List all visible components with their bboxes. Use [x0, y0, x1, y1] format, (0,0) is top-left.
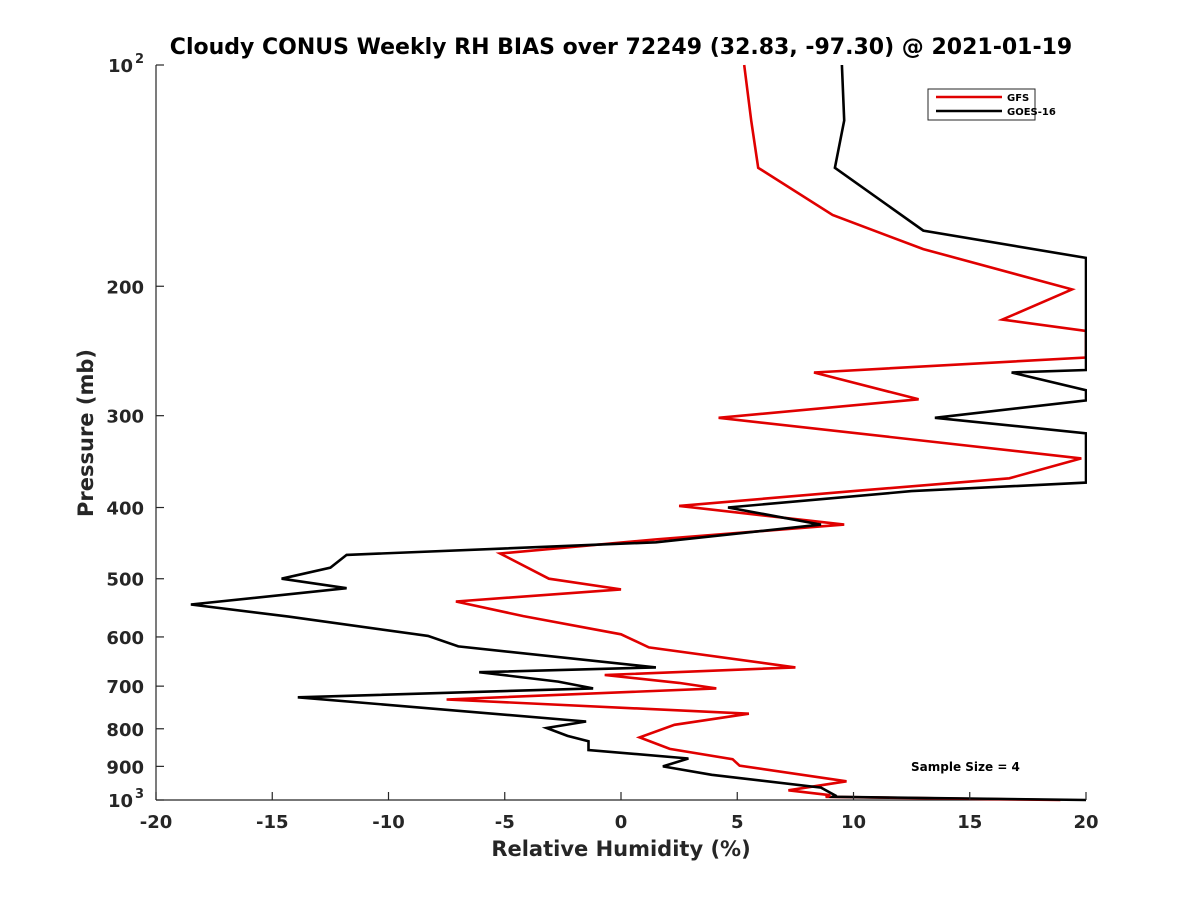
series-layer	[190, 64, 1087, 802]
x-tick-label: 5	[731, 812, 744, 833]
chart-title: Cloudy CONUS Weekly RH BIAS over 72249 (…	[170, 35, 1072, 60]
x-tick-label: 15	[957, 812, 982, 833]
x-tick-label: 0	[615, 812, 628, 833]
y-axis-label: Pressure (mb)	[74, 349, 98, 517]
legend-box	[927, 88, 1036, 121]
y-tick-label: 600	[106, 628, 144, 649]
x-tick-label: 20	[1073, 812, 1098, 833]
y-tick-label: 800	[106, 720, 144, 741]
legend: GFS GOES-16	[927, 88, 1056, 121]
series-line-gfs	[446, 64, 1087, 802]
x-tick-label: -10	[372, 812, 405, 833]
y-tick-label: 400	[106, 499, 144, 520]
y-tick-label: 900	[106, 757, 144, 778]
sample-size-annotation: Sample Size = 4	[911, 760, 1020, 774]
plot-area	[155, 65, 1086, 801]
x-tick-label: -20	[140, 812, 173, 833]
y-tick-exponent: 3	[135, 787, 144, 802]
y-tick-label: 700	[106, 677, 144, 698]
x-tick-label: 10	[841, 812, 866, 833]
legend-label-goes-16: GOES-16	[1007, 107, 1056, 118]
x-tick-label: -15	[256, 812, 289, 833]
y-tick-label: 10	[108, 791, 133, 812]
series-line-goes-16	[190, 64, 1087, 802]
y-tick-label: 300	[106, 407, 144, 428]
y-tick-label: 200	[106, 277, 144, 298]
x-axis-label: Relative Humidity (%)	[491, 837, 750, 861]
y-tick-exponent: 2	[135, 52, 144, 67]
legend-label-gfs: GFS	[1007, 93, 1029, 104]
x-tick-label: -5	[495, 812, 515, 833]
y-tick-label: 500	[106, 570, 144, 591]
y-tick-label: 10	[108, 56, 133, 77]
